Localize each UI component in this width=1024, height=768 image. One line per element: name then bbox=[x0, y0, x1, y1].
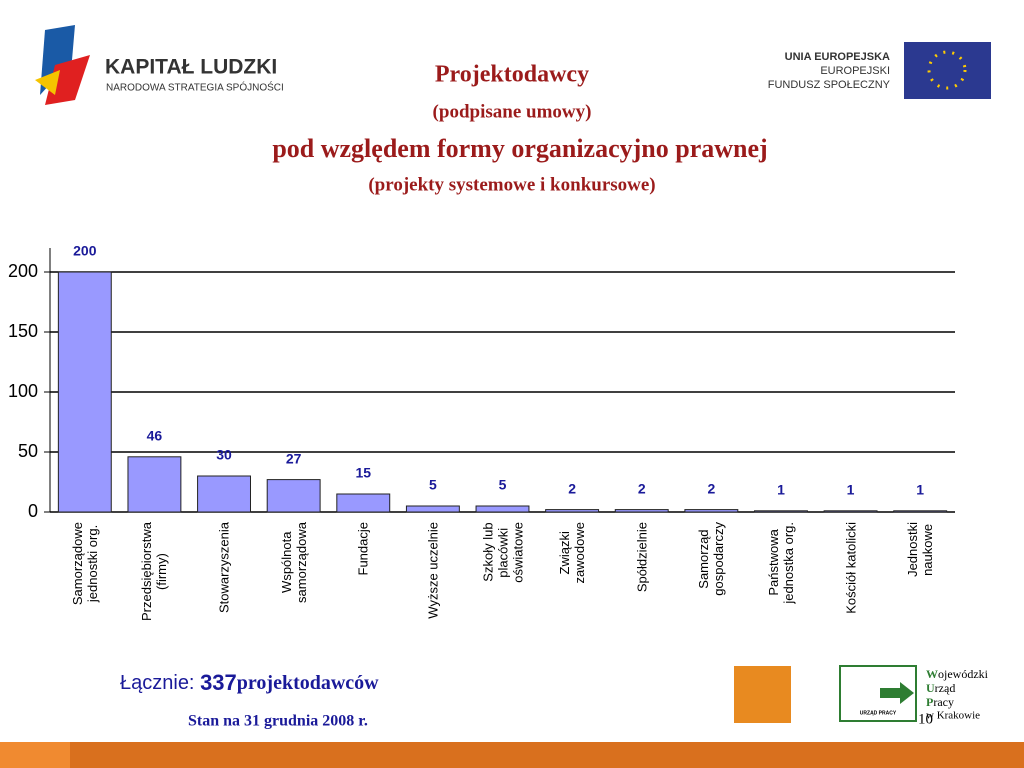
bar bbox=[545, 509, 600, 513]
bar bbox=[684, 509, 739, 513]
x-tick-label: Związki zawodowe bbox=[557, 522, 588, 584]
footer-bar bbox=[0, 742, 1024, 768]
eu-flag bbox=[904, 42, 991, 99]
y-tick-label: 200 bbox=[8, 261, 38, 281]
subtitle: pod względem formy organizacyjno prawnej bbox=[272, 134, 767, 163]
bar bbox=[57, 271, 112, 513]
eu-text: FUNDUSZ SPOŁECZNY bbox=[768, 79, 891, 91]
bar bbox=[893, 510, 948, 513]
office-text: ojewódzki bbox=[938, 667, 989, 681]
x-tick-label: Wspólnota samorządowa bbox=[278, 522, 309, 603]
x-tick-label: Samorząd gospodarczy bbox=[696, 522, 727, 596]
x-tick-label: Szkoły lub placówki oświatowe bbox=[480, 522, 525, 583]
subtitle: (podpisane umowy) bbox=[433, 101, 592, 122]
bar bbox=[127, 456, 182, 513]
bar bbox=[336, 493, 391, 513]
data-label: 1 bbox=[777, 482, 785, 498]
data-label: 5 bbox=[499, 477, 507, 493]
data-label: 2 bbox=[568, 480, 576, 496]
office-text: w Krakowie bbox=[926, 710, 980, 722]
data-label: 30 bbox=[216, 447, 232, 463]
subtitle: (projekty systemowe i konkursowe) bbox=[368, 174, 655, 195]
data-label: 15 bbox=[355, 465, 371, 481]
logo-shape bbox=[35, 70, 60, 95]
data-label: 2 bbox=[707, 480, 715, 496]
y-tick-label: 50 bbox=[18, 441, 38, 461]
bar bbox=[754, 510, 808, 513]
x-tick-label: Przedsiębiorstwa (firmy) bbox=[139, 522, 170, 621]
office-text: racy bbox=[933, 695, 954, 709]
total: Łącznie: 337projektodawców bbox=[120, 670, 379, 695]
bar bbox=[823, 510, 878, 513]
eu-text: EUROPEJSKI bbox=[820, 65, 890, 77]
logo-shape bbox=[45, 55, 90, 105]
y-tick-label: 0 bbox=[28, 501, 38, 521]
office-line: Wojewódzki bbox=[926, 667, 989, 681]
date: Stan na 31 grudnia 2008 r. bbox=[188, 713, 368, 730]
total-unit: projektodawców bbox=[237, 672, 379, 694]
office-arrow bbox=[880, 682, 914, 704]
office-initial: U bbox=[926, 681, 935, 695]
data-label: 2 bbox=[638, 480, 646, 496]
total-label: Łącznie: bbox=[120, 672, 195, 694]
title: Projektodawcy bbox=[435, 62, 589, 88]
eu-stars bbox=[927, 50, 967, 90]
x-tick-label: Kościół katolicki bbox=[843, 522, 859, 614]
bar bbox=[405, 505, 460, 513]
data-label: 27 bbox=[286, 450, 302, 466]
logo-title: KAPITAŁ LUDZKI bbox=[105, 56, 277, 79]
page-number: 10 bbox=[918, 711, 933, 727]
office-text: rząd bbox=[935, 681, 956, 695]
office-small: URZĄD PRACY bbox=[860, 710, 897, 716]
x-tick-label: Jednostki naukowe bbox=[905, 522, 936, 577]
x-tick-label: Wyższe uczelnie bbox=[425, 522, 441, 619]
region-logo bbox=[734, 666, 791, 723]
footer-bar bbox=[0, 742, 70, 768]
office-initial: P bbox=[926, 695, 933, 709]
data-label: 5 bbox=[429, 477, 437, 493]
bar bbox=[197, 475, 251, 513]
data-label: 1 bbox=[847, 482, 855, 498]
bar bbox=[475, 505, 530, 513]
office-initial: W bbox=[926, 667, 938, 681]
x-tick-label: Spółdzielnie bbox=[634, 522, 650, 593]
bar bbox=[266, 479, 321, 513]
x-tick-label: Samorządowe jednostki org. bbox=[69, 522, 100, 606]
data-label: 46 bbox=[147, 428, 163, 444]
total-value: 337 bbox=[200, 670, 237, 695]
y-tick-label: 150 bbox=[8, 321, 38, 341]
x-tick-label: Państwowa jednostka org. bbox=[765, 522, 796, 604]
data-label: 1 bbox=[916, 482, 924, 498]
office-line: Urząd bbox=[926, 681, 955, 695]
logo-subtitle: NARODOWA STRATEGIA SPÓJNOŚCI bbox=[106, 81, 284, 94]
data-label: 200 bbox=[73, 243, 97, 259]
bar bbox=[614, 509, 669, 513]
x-tick-label: Fundacje bbox=[355, 522, 371, 576]
eu-text: UNIA EUROPEJSKA bbox=[785, 51, 890, 63]
x-tick-label: Stowarzyszenia bbox=[216, 522, 232, 614]
y-tick-label: 100 bbox=[8, 381, 38, 401]
office-line: Pracy bbox=[926, 695, 954, 709]
